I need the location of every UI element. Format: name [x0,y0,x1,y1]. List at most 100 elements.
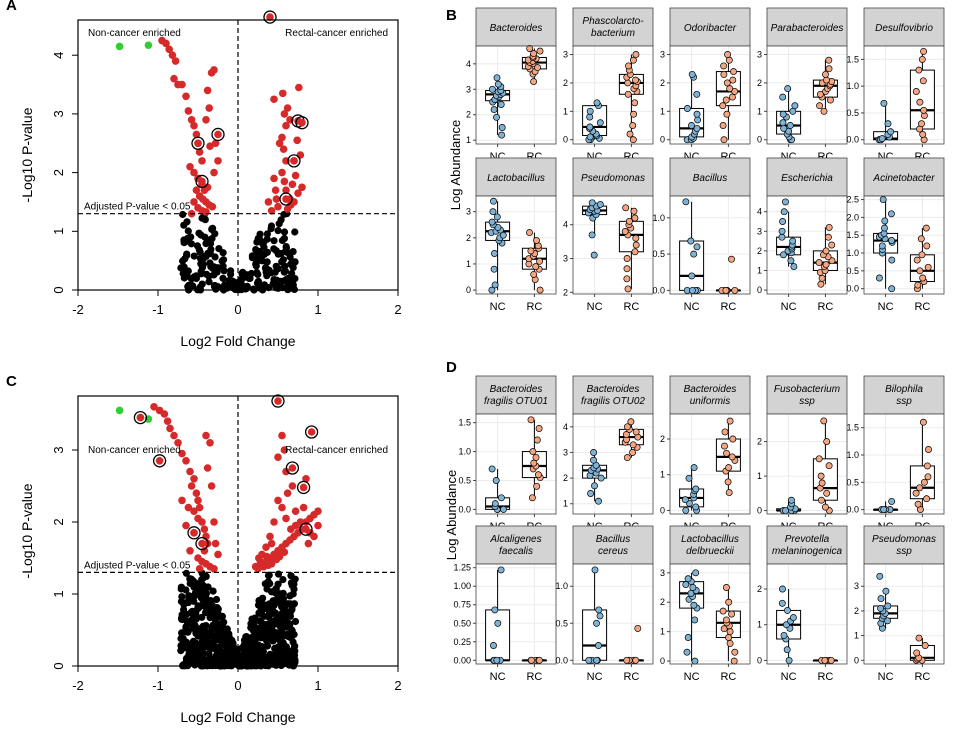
facet-frame [475,195,557,295]
facet-frame [572,45,654,145]
nonsig-point [202,240,210,248]
y-tick-label: 0.75 [453,600,471,610]
circled-point-fill [155,457,164,465]
point-rc [720,62,728,70]
y-tick-label: 2 [466,110,471,120]
sig-point [304,539,313,548]
circled-point-ring [296,480,311,495]
point-nc [595,642,602,649]
y-tick-label: 2 [51,169,66,176]
facet-frame [766,195,848,295]
point-nc [783,646,791,654]
nonsig-point [265,611,274,619]
nonsig-point [272,247,280,255]
point-nc [784,606,791,614]
y-tick-label: 1 [466,259,471,269]
point-nc [596,612,604,620]
point-rc [623,656,631,664]
nonsig-point [227,270,235,278]
point-nc [494,80,502,88]
sig-point [186,467,194,476]
point-nc [587,490,595,497]
y-tick-label: 4 [563,422,568,432]
facet-title: ssp [896,546,912,557]
facet-title: Prevotella [785,534,830,545]
y-tick-label: 1 [757,106,762,116]
facet-strip [863,7,945,47]
nonsig-point [272,262,280,270]
facet-title: Alcaligenes [489,534,541,545]
point-rc [532,263,540,271]
nonsig-point [270,237,278,245]
sig-point [279,145,288,153]
sig-point [170,431,178,440]
point-rc [918,55,926,63]
nonsig-point [214,626,222,634]
point-rc [535,425,543,432]
facet-strip [669,525,751,565]
point-nc [593,656,601,664]
y-tick-label: 1.0 [846,450,859,460]
point-rc [533,436,541,444]
point-rc [823,76,830,84]
point-nc [778,599,786,607]
sig-point [270,518,278,526]
point-rc [924,263,932,271]
point-rc [527,416,535,424]
point-rc [536,257,544,265]
x-tick-label: NC [490,301,506,313]
facet-frame [669,563,751,665]
y-tick-label: 0.0 [652,285,665,295]
point-rc [825,223,833,231]
nonsig-point [275,220,283,228]
y-axis-label: Log Abundance [448,120,463,210]
sig-point [293,136,302,145]
sig-point [278,431,286,440]
sig-point [205,104,213,112]
point-nc [593,99,601,107]
nonsig-point [209,224,217,232]
sig-point [190,475,198,483]
point-nc [493,656,501,664]
point-nc [588,199,596,207]
y-tick-label: 3 [563,447,568,457]
point-rc [725,56,733,64]
nonsig-point [238,656,247,665]
facet-strip [572,7,654,47]
point-rc [533,236,540,244]
point-nc [497,494,505,502]
circled-point-fill [198,177,206,186]
y-tick-label: 1 [660,627,665,637]
point-rc [634,624,642,632]
sig-point [298,183,306,192]
circled-point-fill [194,139,202,148]
point-nc [491,250,498,257]
panel-label-B: B [446,7,457,24]
sig-point [178,449,186,458]
sig-point [254,554,263,562]
nonsig-point [291,617,300,626]
nonsig-point [209,587,217,595]
box-nc [679,240,705,291]
point-rc [622,431,630,438]
sig-point [295,83,303,92]
point-rc [623,275,631,283]
point-rc [919,418,927,426]
point-nc [588,231,596,239]
nonsig-point [190,659,198,667]
point-rc [915,634,923,642]
y-tick-label: 0.5 [555,618,568,628]
facet-strip [572,525,654,565]
facet-B-7: Pseudomonas 2 3 4 NC RC [563,157,654,313]
facet-strip [475,7,557,47]
point-rc [629,441,637,449]
point-nc [785,656,793,664]
right-enriched-label: Rectal-cancer enriched [285,445,388,456]
x-tick-label: RC [623,671,639,683]
volcano-panel-A: A Adjusted P-value < 0.05 Non-cancer enric… [6,0,402,349]
point-rc [919,274,927,282]
point-nc [489,208,497,216]
